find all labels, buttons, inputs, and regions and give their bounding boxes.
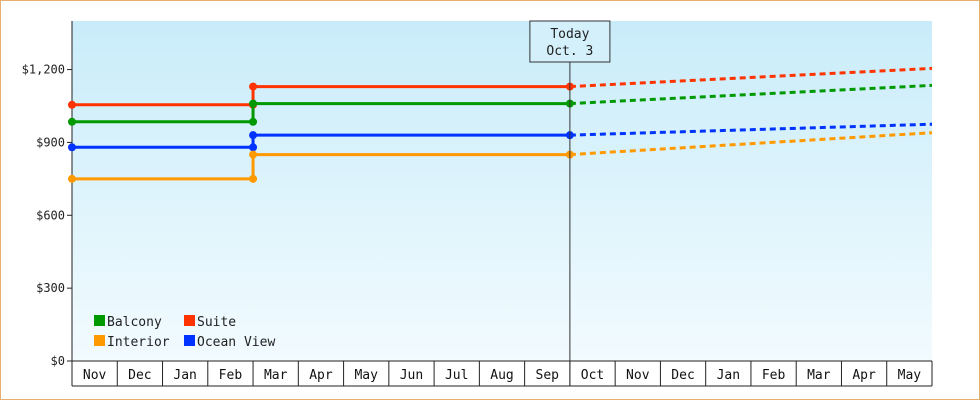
suite-forecast-line: [569, 66, 933, 89]
balcony-actual-line: [72, 102, 570, 124]
ocean-view-point: [249, 143, 258, 152]
month-label: Jul: [445, 368, 468, 383]
month-label: Mar: [264, 368, 288, 383]
month-label: Oct: [581, 368, 604, 383]
month-label: Sep: [536, 368, 560, 383]
legend-label: Suite: [197, 315, 236, 330]
month-label: Jan: [173, 368, 196, 383]
today-label: Today: [550, 27, 589, 42]
legend-swatch: [184, 315, 195, 326]
month-label: Apr: [309, 368, 333, 383]
ocean-view-point: [249, 131, 258, 140]
legend-swatch: [94, 335, 105, 346]
interior-point: [249, 174, 258, 183]
interior-point: [68, 174, 76, 183]
y-tick-label: $900: [36, 135, 65, 149]
suite-point: [249, 82, 258, 91]
interior-point: [249, 150, 258, 159]
legend-swatch: [94, 315, 105, 326]
month-label: Nov: [83, 368, 107, 383]
month-label: Aug: [490, 368, 513, 383]
month-label: Dec: [671, 368, 694, 383]
x-axis: Nov Dec Jan Feb Mar Apr May Jun Jul Aug Sep Oct Nov D…: [71, 360, 933, 387]
y-tick-label: $0: [51, 354, 65, 368]
interior-forecast-line: [569, 131, 933, 157]
legend-label: Balcony: [107, 315, 162, 330]
interior-actual-line: [72, 153, 570, 181]
month-label: Mar: [807, 368, 831, 383]
legend-label: Ocean View: [197, 335, 275, 350]
month-label: Nov: [626, 368, 650, 383]
y-tick-label: $1,200: [22, 63, 65, 77]
balcony-forecast-line: [569, 83, 933, 106]
legend: Balcony Suite Interior Ocean View: [94, 315, 275, 350]
y-axis: $0 $300 $600 $900 $1,200: [22, 21, 73, 368]
month-label: Jun: [400, 368, 423, 383]
month-label: May: [354, 368, 378, 383]
y-tick-label: $600: [36, 208, 65, 222]
ocean-view-forecast-line: [569, 122, 933, 137]
series-lines: [68, 66, 933, 183]
legend-label: Interior: [107, 335, 170, 350]
suite-actual-line: [72, 85, 570, 107]
today-box: [529, 20, 611, 63]
ocean-view-point: [68, 143, 76, 152]
ocean-view-actual-line: [72, 133, 570, 149]
suite-point: [68, 100, 76, 109]
balcony-point: [249, 117, 258, 126]
balcony-point: [249, 99, 258, 108]
month-label: May: [898, 368, 922, 383]
balcony-point: [68, 117, 76, 126]
plot-background: [72, 21, 932, 361]
month-label: Feb: [762, 368, 786, 383]
month-label: Feb: [219, 368, 243, 383]
y-tick-label: $300: [36, 281, 65, 295]
month-label: Dec: [128, 368, 151, 383]
legend-swatch: [184, 335, 195, 346]
today-marker: Today Oct. 3: [529, 20, 611, 386]
month-label: Apr: [852, 368, 876, 383]
today-date: Oct. 3: [546, 44, 593, 59]
month-label: Jan: [717, 368, 740, 383]
